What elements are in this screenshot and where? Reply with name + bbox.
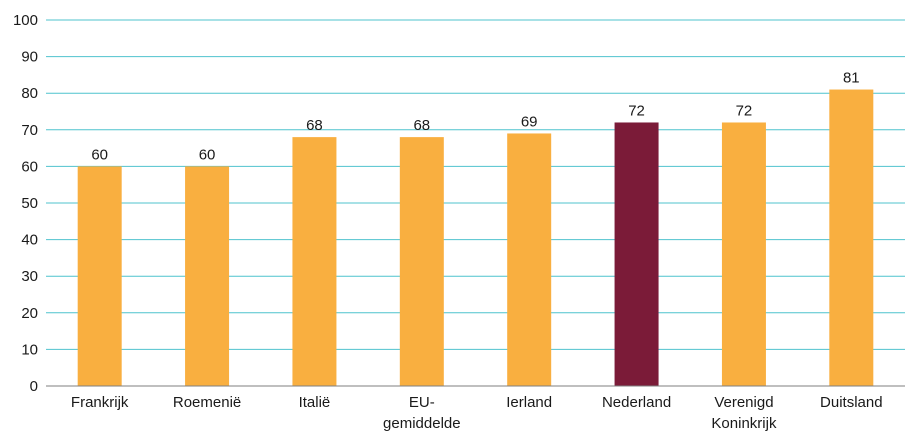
bar <box>292 137 337 386</box>
x-tick-label: Nederland <box>602 394 671 411</box>
value-labels: 60 60 68 68 69 72 72 81 <box>91 70 859 164</box>
y-tick-label: 80 <box>21 85 38 102</box>
bars <box>77 89 874 386</box>
x-tick-label: Duitsland <box>820 394 883 411</box>
data-label: 81 <box>843 70 860 87</box>
data-label: 60 <box>91 146 108 163</box>
y-tick-label: 30 <box>21 268 38 285</box>
y-tick-label: 40 <box>21 232 38 249</box>
data-label: 69 <box>521 113 538 130</box>
y-tick-label: 20 <box>21 305 38 322</box>
category-labels: Frankrijk Roemenië Italië EU-gemiddelde Ierl… <box>71 394 883 431</box>
x-tick-label: Roemenië <box>173 394 241 411</box>
y-tick-label: 10 <box>21 341 38 358</box>
y-tick-label: 0 <box>30 378 38 395</box>
y-tick-label: 100 <box>13 12 38 29</box>
data-label: 60 <box>199 146 216 163</box>
bar <box>614 122 659 386</box>
data-label: 72 <box>628 102 645 119</box>
bar <box>829 89 874 386</box>
x-tick-label: Italië <box>299 394 331 411</box>
y-tick-label: 60 <box>21 158 38 175</box>
y-tick-labels: 0 10 20 30 40 50 60 70 80 90 100 <box>13 12 38 395</box>
bar <box>77 166 122 386</box>
bar <box>185 166 230 386</box>
x-tick-label: Ierland <box>506 394 552 411</box>
data-label: 68 <box>413 117 430 134</box>
y-tick-label: 50 <box>21 195 38 212</box>
bar <box>399 137 444 386</box>
y-tick-label: 70 <box>21 122 38 139</box>
data-label: 72 <box>736 102 753 119</box>
y-tick-label: 90 <box>21 49 38 66</box>
x-tick-label: Frankrijk <box>71 394 129 411</box>
x-tick-label: EU-gemiddelde <box>383 394 461 431</box>
bar <box>721 122 766 386</box>
data-label: 68 <box>306 117 323 134</box>
gridlines <box>46 19 905 350</box>
bar <box>507 133 552 386</box>
x-tick-label: Verenigd Koninkrijk <box>711 394 777 431</box>
